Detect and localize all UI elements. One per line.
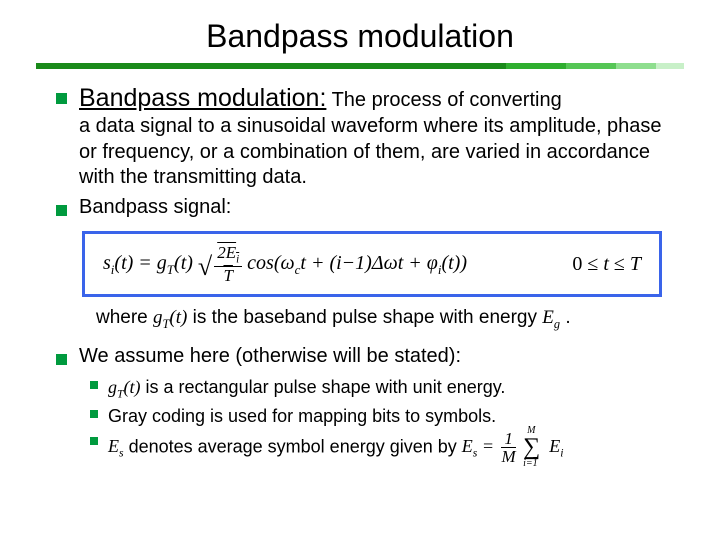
- bullet-icon: [90, 437, 98, 445]
- bullet-3-text: We assume here (otherwise will be stated…: [79, 344, 461, 370]
- bullet-icon: [56, 93, 67, 104]
- sub-b: Gray coding is used for mapping bits to …: [90, 403, 672, 429]
- where-sym2: Eg: [542, 307, 560, 328]
- sub-a-sym: gT(t): [108, 377, 141, 397]
- sub-c-sym: Es: [108, 436, 124, 456]
- divider-seg: [616, 63, 656, 69]
- bullet-icon: [90, 381, 98, 389]
- divider-seg: [566, 63, 616, 69]
- slide-title: Bandpass modulation: [0, 0, 720, 63]
- formula-range: 0 ≤ t ≤ T: [572, 253, 641, 276]
- where-mid: is the baseband pulse shape with energy: [193, 307, 543, 328]
- where-sym1: gT(t): [153, 307, 187, 328]
- bullet-icon: [56, 205, 67, 216]
- divider-seg: [656, 63, 684, 69]
- where-post: .: [565, 307, 570, 328]
- bullet-3: We assume here (otherwise will be stated…: [56, 344, 672, 370]
- bullet-icon: [90, 410, 98, 418]
- bullet-1-text: Bandpass modulation: The process of conv…: [79, 83, 672, 191]
- sub-b-text: Gray coding is used for mapping bits to …: [108, 403, 496, 429]
- bullet-1: Bandpass modulation: The process of conv…: [56, 83, 672, 191]
- bullet-1-cont: a data signal to a sinusoidal waveform w…: [79, 114, 672, 191]
- sub-a: gT(t) is a rectangular pulse shape with …: [90, 374, 672, 404]
- sublist: gT(t) is a rectangular pulse shape with …: [90, 374, 672, 466]
- bullet-1-runon: The process of converting: [326, 89, 561, 111]
- title-divider: [36, 63, 684, 69]
- where-line: where gT(t) is the baseband pulse shape …: [96, 307, 672, 332]
- bullet-2: Bandpass signal:: [56, 195, 672, 221]
- formula-box: si(t) = gT(t) √2EiT cos(ωct + (i−1)Δωt +…: [82, 231, 662, 298]
- content-area: Bandpass modulation: The process of conv…: [0, 69, 720, 466]
- sub-c: Es denotes average symbol energy given b…: [90, 430, 672, 467]
- divider-seg: [36, 63, 506, 69]
- sub-a-text: is a rectangular pulse shape with unit e…: [141, 377, 506, 397]
- bullet-2-text: Bandpass signal:: [79, 195, 231, 221]
- formula-body: si(t) = gT(t) √2EiT cos(ωct + (i−1)Δωt +…: [103, 244, 467, 285]
- bullet-icon: [56, 354, 67, 365]
- sub-c-text: denotes average symbol energy given by: [124, 436, 462, 456]
- divider-seg: [506, 63, 566, 69]
- where-pre: where: [96, 307, 153, 328]
- sub-c-eq: Es = 1M ∑ M i=1 Ei: [462, 436, 564, 456]
- bullet-1-term: Bandpass modulation:: [79, 84, 326, 112]
